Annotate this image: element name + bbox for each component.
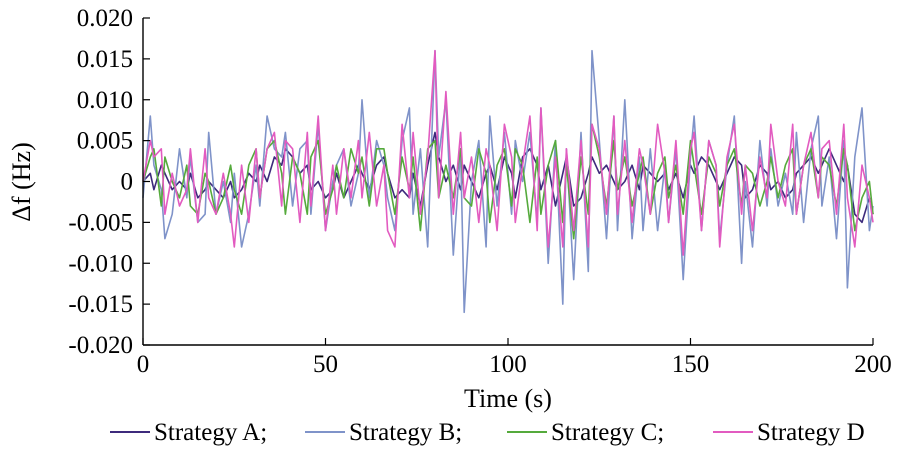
y-tick-label: 0.020	[77, 5, 133, 32]
y-tick-label: -0.005	[68, 209, 133, 236]
x-tick-label: 0	[137, 351, 150, 378]
x-tick-label: 150	[672, 351, 710, 378]
x-tick-label: 50	[313, 351, 338, 378]
y-tick-label: 0.010	[77, 87, 133, 114]
y-tick-label: 0.005	[77, 128, 133, 155]
y-tick-label: 0.015	[77, 46, 133, 73]
y-tick-label: -0.015	[68, 291, 133, 318]
x-axis-ticks: 0 50 100 150 200	[137, 338, 892, 378]
series-layer	[142, 49, 874, 314]
x-axis-label: Time (s)	[464, 384, 552, 413]
y-tick-label: -0.010	[68, 250, 133, 277]
x-tick-label: 200	[854, 351, 892, 378]
series-line-strategy-d	[142, 49, 874, 256]
x-tick-label: 100	[489, 351, 527, 378]
y-tick-label: 0	[121, 169, 134, 196]
y-axis-label: Δf (Hz)	[7, 142, 36, 222]
legend-label-3: Strategy C;	[551, 419, 664, 446]
y-tick-label: -0.020	[68, 332, 133, 359]
legend-label-4: Strategy D	[757, 419, 865, 446]
legend: Strategy A; Strategy B; Strategy C; Strateg…	[110, 419, 865, 446]
y-axis-ticks: -0.020 -0.015 -0.010 -0.005 0 0.005 0.010 0.015…	[68, 5, 150, 359]
legend-label-2: Strategy B;	[349, 419, 462, 446]
legend-label-1: Strategy A;	[154, 419, 267, 446]
